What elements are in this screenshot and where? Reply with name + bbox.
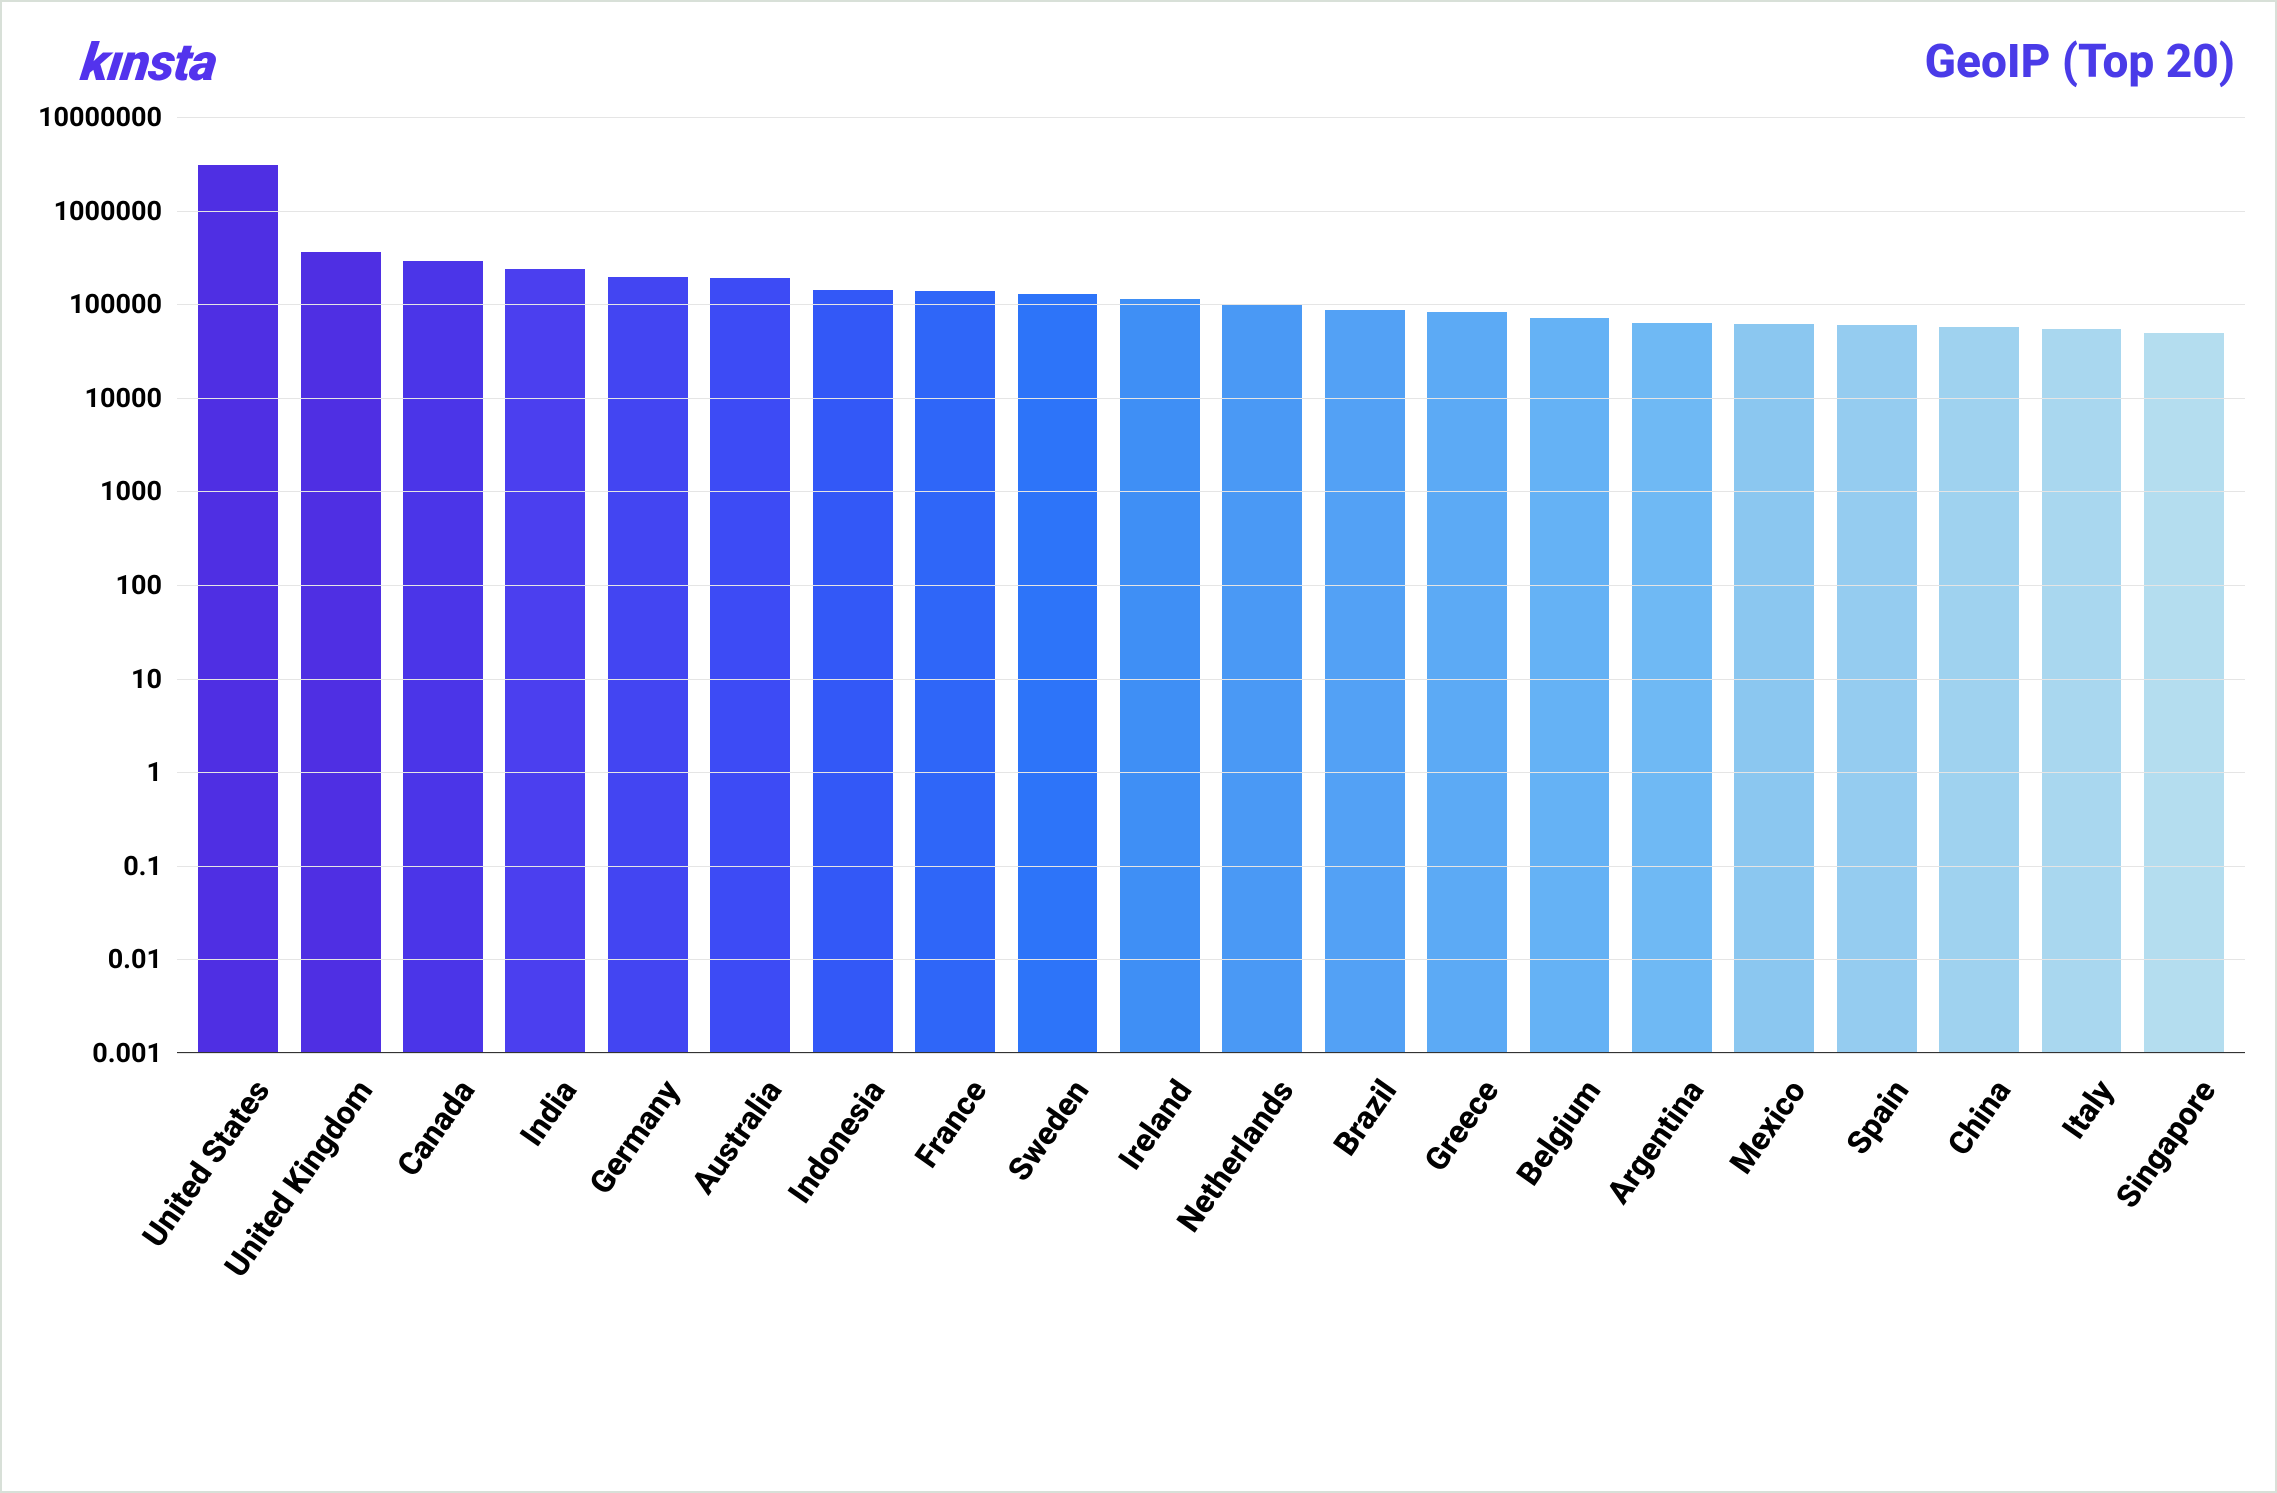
bar: [505, 269, 585, 1052]
x-tick-label: France: [899, 1067, 994, 1175]
x-tick-label: Italy: [2046, 1067, 2121, 1146]
x-tick-label: Mexico: [1714, 1067, 1814, 1181]
gridline: [177, 772, 2245, 773]
gridline: [177, 959, 2245, 960]
y-tick-label: 0.001: [92, 1037, 172, 1069]
y-tick-label: 1: [147, 756, 173, 788]
x-tick-label: Germany: [573, 1067, 687, 1201]
bar: [1120, 299, 1200, 1052]
bar: [1325, 310, 1405, 1052]
brand-logo: kınsta: [78, 32, 221, 93]
x-tick-label: Canada: [381, 1067, 482, 1183]
gridline: [177, 679, 2245, 680]
x-tick-label: Spain: [1830, 1067, 1916, 1161]
bar: [1632, 323, 1712, 1052]
bar: [1939, 327, 2019, 1052]
chart-title: GeoIP (Top 20): [1925, 35, 2235, 89]
y-tick-label: 0.1: [123, 850, 172, 882]
bar: [813, 290, 893, 1052]
bar: [1427, 312, 1507, 1052]
x-tick-label: Brazil: [1317, 1067, 1404, 1162]
bar: [2042, 329, 2122, 1052]
x-tick-label: Greece: [1408, 1067, 1506, 1178]
y-tick-label: 100000: [69, 288, 172, 320]
chart-container: kınsta GeoIP (Top 20) United StatesUnite…: [0, 0, 2277, 1493]
gridline: [177, 491, 2245, 492]
bar: [608, 277, 688, 1052]
y-tick-label: 1000: [100, 475, 172, 507]
bar: [2144, 333, 2224, 1052]
x-tick-label: Sweden: [992, 1067, 1097, 1188]
bar: [301, 252, 381, 1052]
gridline: [177, 398, 2245, 399]
gridline: [177, 117, 2245, 118]
y-tick-label: 10000: [85, 382, 172, 414]
x-tick-label: Indonesia: [772, 1067, 892, 1210]
bar: [1734, 324, 1814, 1052]
gridline: [177, 866, 2245, 867]
x-tick-label: India: [505, 1067, 585, 1153]
y-tick-label: 10000000: [38, 101, 172, 133]
x-tick-label: Ireland: [1102, 1067, 1199, 1177]
header: kınsta GeoIP (Top 20): [2, 22, 2275, 102]
bar: [1018, 294, 1098, 1052]
gridline: [177, 211, 2245, 212]
chart-area: United StatesUnited KingdomCanadaIndiaGe…: [22, 117, 2245, 1461]
plot-region: [177, 117, 2245, 1053]
bar: [1837, 325, 1917, 1052]
x-tick-label: Argentina: [1591, 1067, 1712, 1211]
gridline: [177, 585, 2245, 586]
bar: [915, 291, 995, 1052]
gridline: [177, 1053, 2245, 1054]
x-tick-label: China: [1932, 1067, 2019, 1162]
x-tick-label: Singapore: [2100, 1067, 2224, 1215]
bar: [198, 165, 278, 1052]
gridline: [177, 304, 2245, 305]
y-tick-label: 100: [116, 569, 172, 601]
bar: [1530, 318, 1610, 1052]
y-tick-label: 0.01: [108, 943, 172, 975]
y-tick-label: 10: [131, 663, 172, 695]
bar: [403, 261, 483, 1052]
y-tick-label: 1000000: [54, 195, 172, 227]
bar: [710, 278, 790, 1052]
x-tick-label: Belgium: [1501, 1067, 1609, 1192]
